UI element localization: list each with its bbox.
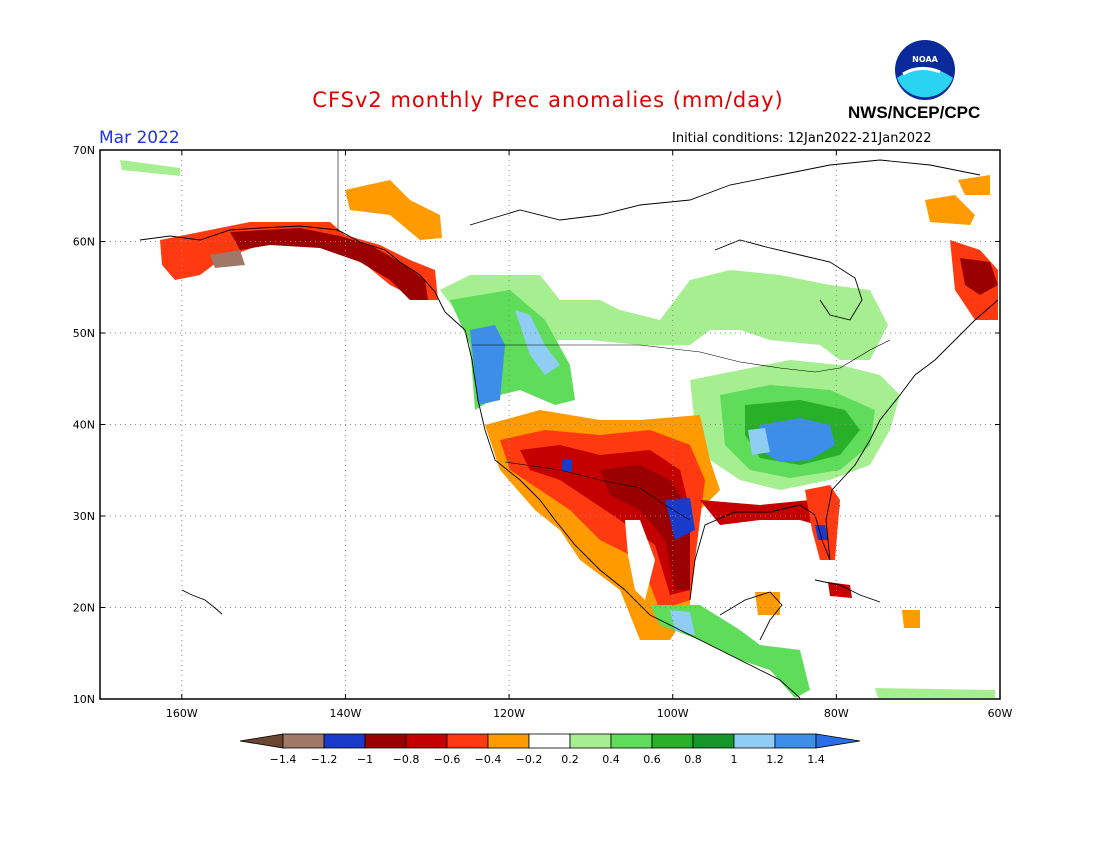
anomaly-patch-texas-blue [665,498,695,540]
anomaly-patch-hispaniola [902,610,920,628]
colorbar-tick-label: −1.4 [270,753,297,766]
anomaly-patch-florida-blue [815,525,828,540]
colorbar-tick-label: −0.2 [516,753,543,766]
anomaly-patch-ohio-lightblue [748,428,770,455]
anomaly-patch-alaska-core [230,228,428,300]
colorbar-swatch [774,733,817,749]
lat-label: 60N [73,236,95,249]
colorbar-tick-label: −1.2 [311,753,338,766]
colorbar-tick-label: −0.4 [475,753,502,766]
colorbar-swatch [487,733,530,749]
colorbar-tick-label: −0.6 [434,753,461,766]
anomaly-patch-central-america-light [670,610,695,635]
longitude-labels: 160W 140W 120W 100W 80W 60W [166,150,1013,720]
colorbar-swatch [282,733,325,749]
month-label: Mar 2022 [99,128,180,148]
anomaly-patch-alaska-brown [210,250,245,268]
lat-label: 10N [73,693,95,706]
lat-label: 30N [73,510,95,523]
anomaly-patch-alaska-south [160,222,438,300]
colorbar-tick-label: 1.4 [807,753,825,766]
anomaly-patch-gulf-red [700,500,840,530]
coastline-cuba [814,579,881,603]
noaa-logo-text: NOAA [912,55,938,64]
anomaly-patch-texas-core [600,465,690,590]
colorbar-tick-label: 0.8 [684,753,702,766]
lat-label: 20N [73,602,95,615]
colorbar-tick-label: 0.6 [643,753,661,766]
anomaly-patch-greenland [958,175,990,195]
agency-label: NWS/NCEP/CPC [848,103,981,122]
anomaly-patch-caribbean-green [875,688,995,698]
anomaly-patch-alaska-north [345,180,442,240]
colorbar-swatch [528,733,571,749]
colorbar-swatch [569,733,612,749]
lon-label: 100W [657,707,689,720]
colorbar-tick-label: 0.4 [602,753,620,766]
colorbar-swatch [323,733,366,749]
lat-label: 40N [73,419,95,432]
colorbar-swatch [364,733,407,749]
anomaly-patch-ohio-blue [760,418,835,462]
colorbar-tick-label: −0.8 [393,753,420,766]
noaa-logo-icon: NOAA [895,40,955,100]
anomaly-patch-newfoundland-core [960,258,998,295]
coastline-arctic [469,159,981,226]
anomaly-patch-pnw-lightblue [515,310,560,375]
anomaly-patch-labrador [925,195,975,225]
coastline-west-coast [444,311,801,699]
lon-label: 120W [493,707,525,720]
colorbar-swatch [692,733,735,749]
coastlines [139,150,999,699]
coastline-gulf [689,299,999,601]
anomaly-patch-arctic-green [120,160,180,176]
chart-title: CFSv2 monthly Prec anomalies (mm/day) [312,88,784,112]
colorbar-tick-label: 0.2 [561,753,579,766]
colorbar-swatch [651,733,694,749]
colorbar-low-arrow [239,733,284,749]
lat-label: 50N [73,327,95,340]
colorbar-tick-label: −1 [357,753,373,766]
anomaly-patch-florida [805,485,840,560]
colorbar-high-arrow [815,733,861,749]
anomaly-patch-yucatan [755,592,780,615]
coastline-hawaii [181,589,223,615]
coastline-hudson-bay [714,239,863,321]
colorbar-swatch [610,733,653,749]
lat-label: 70N [73,144,95,157]
anomaly-patch-cuba [828,582,852,598]
border-us-mexico [504,461,691,521]
gridlines [100,150,1000,699]
border-us-canada [472,339,891,373]
latitude-labels: 70N 60N 50N 40N 30N 20N 10N [73,144,1000,706]
colorbar-tick-label: 1 [731,753,738,766]
anomaly-patch-arizona-blue [562,460,572,472]
anomaly-patch-baja-white [625,520,655,600]
colorbar: −1.4 −1.2 −1 −0.8 −0.6 −0.4 −0.2 0.2 0.4 0.6 0.8 1 1… [239,733,861,766]
lon-label: 140W [330,707,362,720]
lon-label: 60W [988,707,1013,720]
coastline-yucatan [719,591,783,641]
lon-label: 160W [166,707,198,720]
lon-label: 80W [824,707,849,720]
colorbar-tick-label: 1.2 [766,753,784,766]
colorbar-swatch [405,733,448,749]
anomaly-shading [120,160,998,698]
colorbar-swatch [446,733,489,749]
initial-conditions-label: Initial conditions: 12Jan2022-21Jan2022 [672,131,932,146]
colorbar-swatch [733,733,776,749]
